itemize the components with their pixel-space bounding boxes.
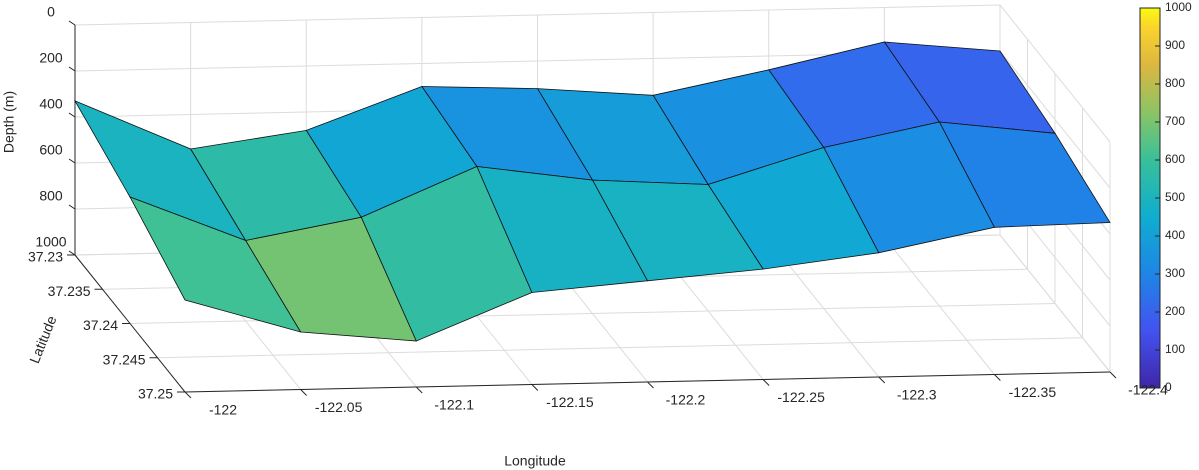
- y-axis-label: Latitude: [26, 313, 60, 365]
- tick-mark: [415, 386, 423, 394]
- tick-mark: [300, 389, 307, 396]
- tick-mark: [1109, 371, 1117, 379]
- x-axis-label: Longitude: [504, 453, 566, 469]
- tick-mark: [647, 381, 654, 389]
- tick-mark: [184, 391, 192, 399]
- tick-mark: [531, 384, 539, 391]
- z-tick-label: 1000: [35, 234, 66, 250]
- z-tick-label: 600: [39, 142, 63, 158]
- z-tick-label: 0: [47, 4, 55, 20]
- colorbar-tick-label: 800: [1165, 76, 1185, 90]
- tick-mark: [68, 250, 76, 256]
- grid-line: [999, 4, 1111, 143]
- tick-mark: [878, 376, 886, 384]
- surface-patch: [129, 196, 302, 333]
- colorbar-tick-label: 300: [1165, 266, 1185, 280]
- grid-line: [999, 234, 1111, 373]
- x-tick-label: -122.25: [777, 389, 825, 405]
- colorbar-tick-label: 1000: [1165, 0, 1192, 14]
- y-tick-label: 37.25: [138, 386, 173, 402]
- x-tick-label: -122.15: [546, 394, 594, 410]
- tick-mark: [68, 66, 76, 72]
- z-tick-label: 800: [39, 188, 63, 204]
- colorbar-tick-label: 700: [1165, 114, 1185, 128]
- colorbar-tick-label: 900: [1165, 38, 1185, 52]
- colorbar-tick-label: 600: [1165, 152, 1185, 166]
- tick-mark: [68, 112, 76, 118]
- x-tick-label: -122.05: [315, 399, 363, 415]
- grid-line: [157, 337, 1083, 359]
- tick-mark: [68, 204, 76, 210]
- z-tick-label: 400: [39, 96, 63, 112]
- tick-mark: [68, 20, 76, 26]
- colorbar-tick-label: 400: [1165, 228, 1185, 242]
- z-axis-label: Depth (m): [1, 91, 17, 153]
- x-tick-label: -122.3: [897, 387, 937, 403]
- grid-line: [999, 50, 1111, 189]
- grid-line: [74, 4, 1001, 26]
- z-tick-label: 200: [39, 50, 63, 66]
- y-tick-label: 37.245: [103, 351, 146, 367]
- x-tick-label: -122.1: [434, 397, 474, 413]
- y-tick-label: 37.23: [28, 249, 63, 265]
- y-tick-label: 37.235: [48, 283, 91, 299]
- colorbar-tick-label: 100: [1165, 342, 1185, 356]
- tick-mark: [994, 374, 1001, 381]
- colorbar-tick-label: 500: [1165, 190, 1185, 204]
- colorbar-tick-label: 0: [1165, 380, 1172, 394]
- tick-mark: [762, 379, 770, 386]
- y-tick-label: 37.24: [83, 317, 118, 333]
- x-tick-label: -122: [209, 402, 237, 418]
- x-tick-label: -122.35: [1009, 384, 1057, 400]
- x-tick-label: -122.4: [1128, 382, 1168, 398]
- tick-mark: [68, 158, 76, 164]
- x-tick-label: -122.2: [666, 392, 706, 408]
- colorbar-tick-label: 200: [1165, 304, 1185, 318]
